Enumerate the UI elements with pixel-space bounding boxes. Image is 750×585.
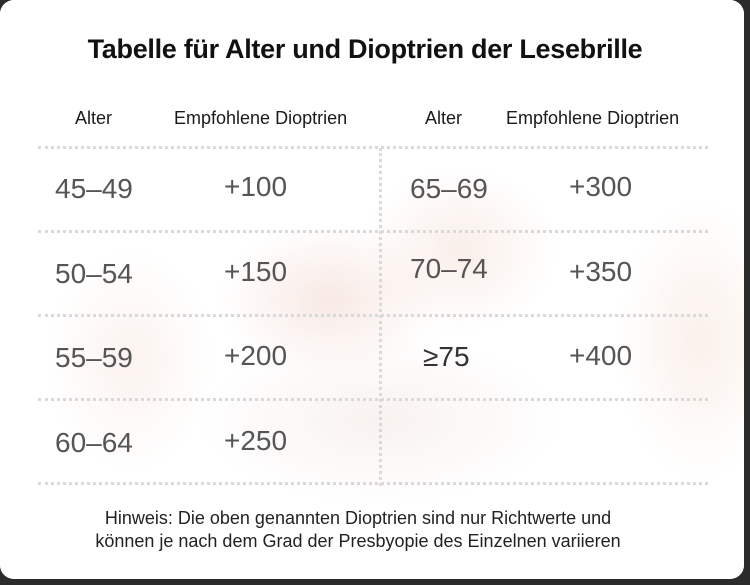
left-row-1-age: 45–49	[55, 173, 133, 204]
left-row-4-diopters: +250	[224, 425, 288, 456]
table-divider	[38, 314, 708, 317]
left-row-4-age: 60–64	[55, 427, 133, 458]
footnote-line-1: Hinweis: Die oben genannten Dioptrien si…	[104, 508, 612, 528]
table-divider	[38, 230, 708, 233]
header-age-right: Alter	[425, 108, 463, 128]
footnote: Hinweis: Die oben genannten Dioptrien si…	[0, 507, 716, 553]
right-row-3-age: ≥75	[423, 341, 470, 372]
table-divider	[38, 146, 708, 149]
left-row-2-age: 50–54	[55, 258, 133, 289]
footnote-line-2: können je nach dem Grad der Presbyopie d…	[95, 531, 621, 551]
right-row-2-diopters: +350	[569, 256, 633, 287]
column-divider	[379, 148, 382, 486]
header-diopters-right: Empfohlene Dioptrien	[506, 108, 680, 128]
left-row-2-diopters: +150	[224, 256, 288, 287]
table-divider	[38, 482, 708, 485]
left-row-3-age: 55–59	[55, 342, 133, 373]
header-diopters-left: Empfohlene Dioptrien	[174, 108, 348, 128]
page-title: Tabelle für Alter und Dioptrien der Lese…	[87, 34, 643, 64]
right-row-3-diopters: +400	[569, 340, 633, 371]
right-row-1-age: 65–69	[410, 173, 488, 204]
right-row-1-diopters: +300	[569, 171, 633, 202]
table-divider	[38, 398, 708, 401]
header-age-left: Alter	[75, 108, 113, 128]
right-row-2-age: 70–74	[410, 253, 488, 284]
left-row-1-diopters: +100	[224, 171, 288, 202]
left-row-3-diopters: +200	[224, 340, 288, 371]
